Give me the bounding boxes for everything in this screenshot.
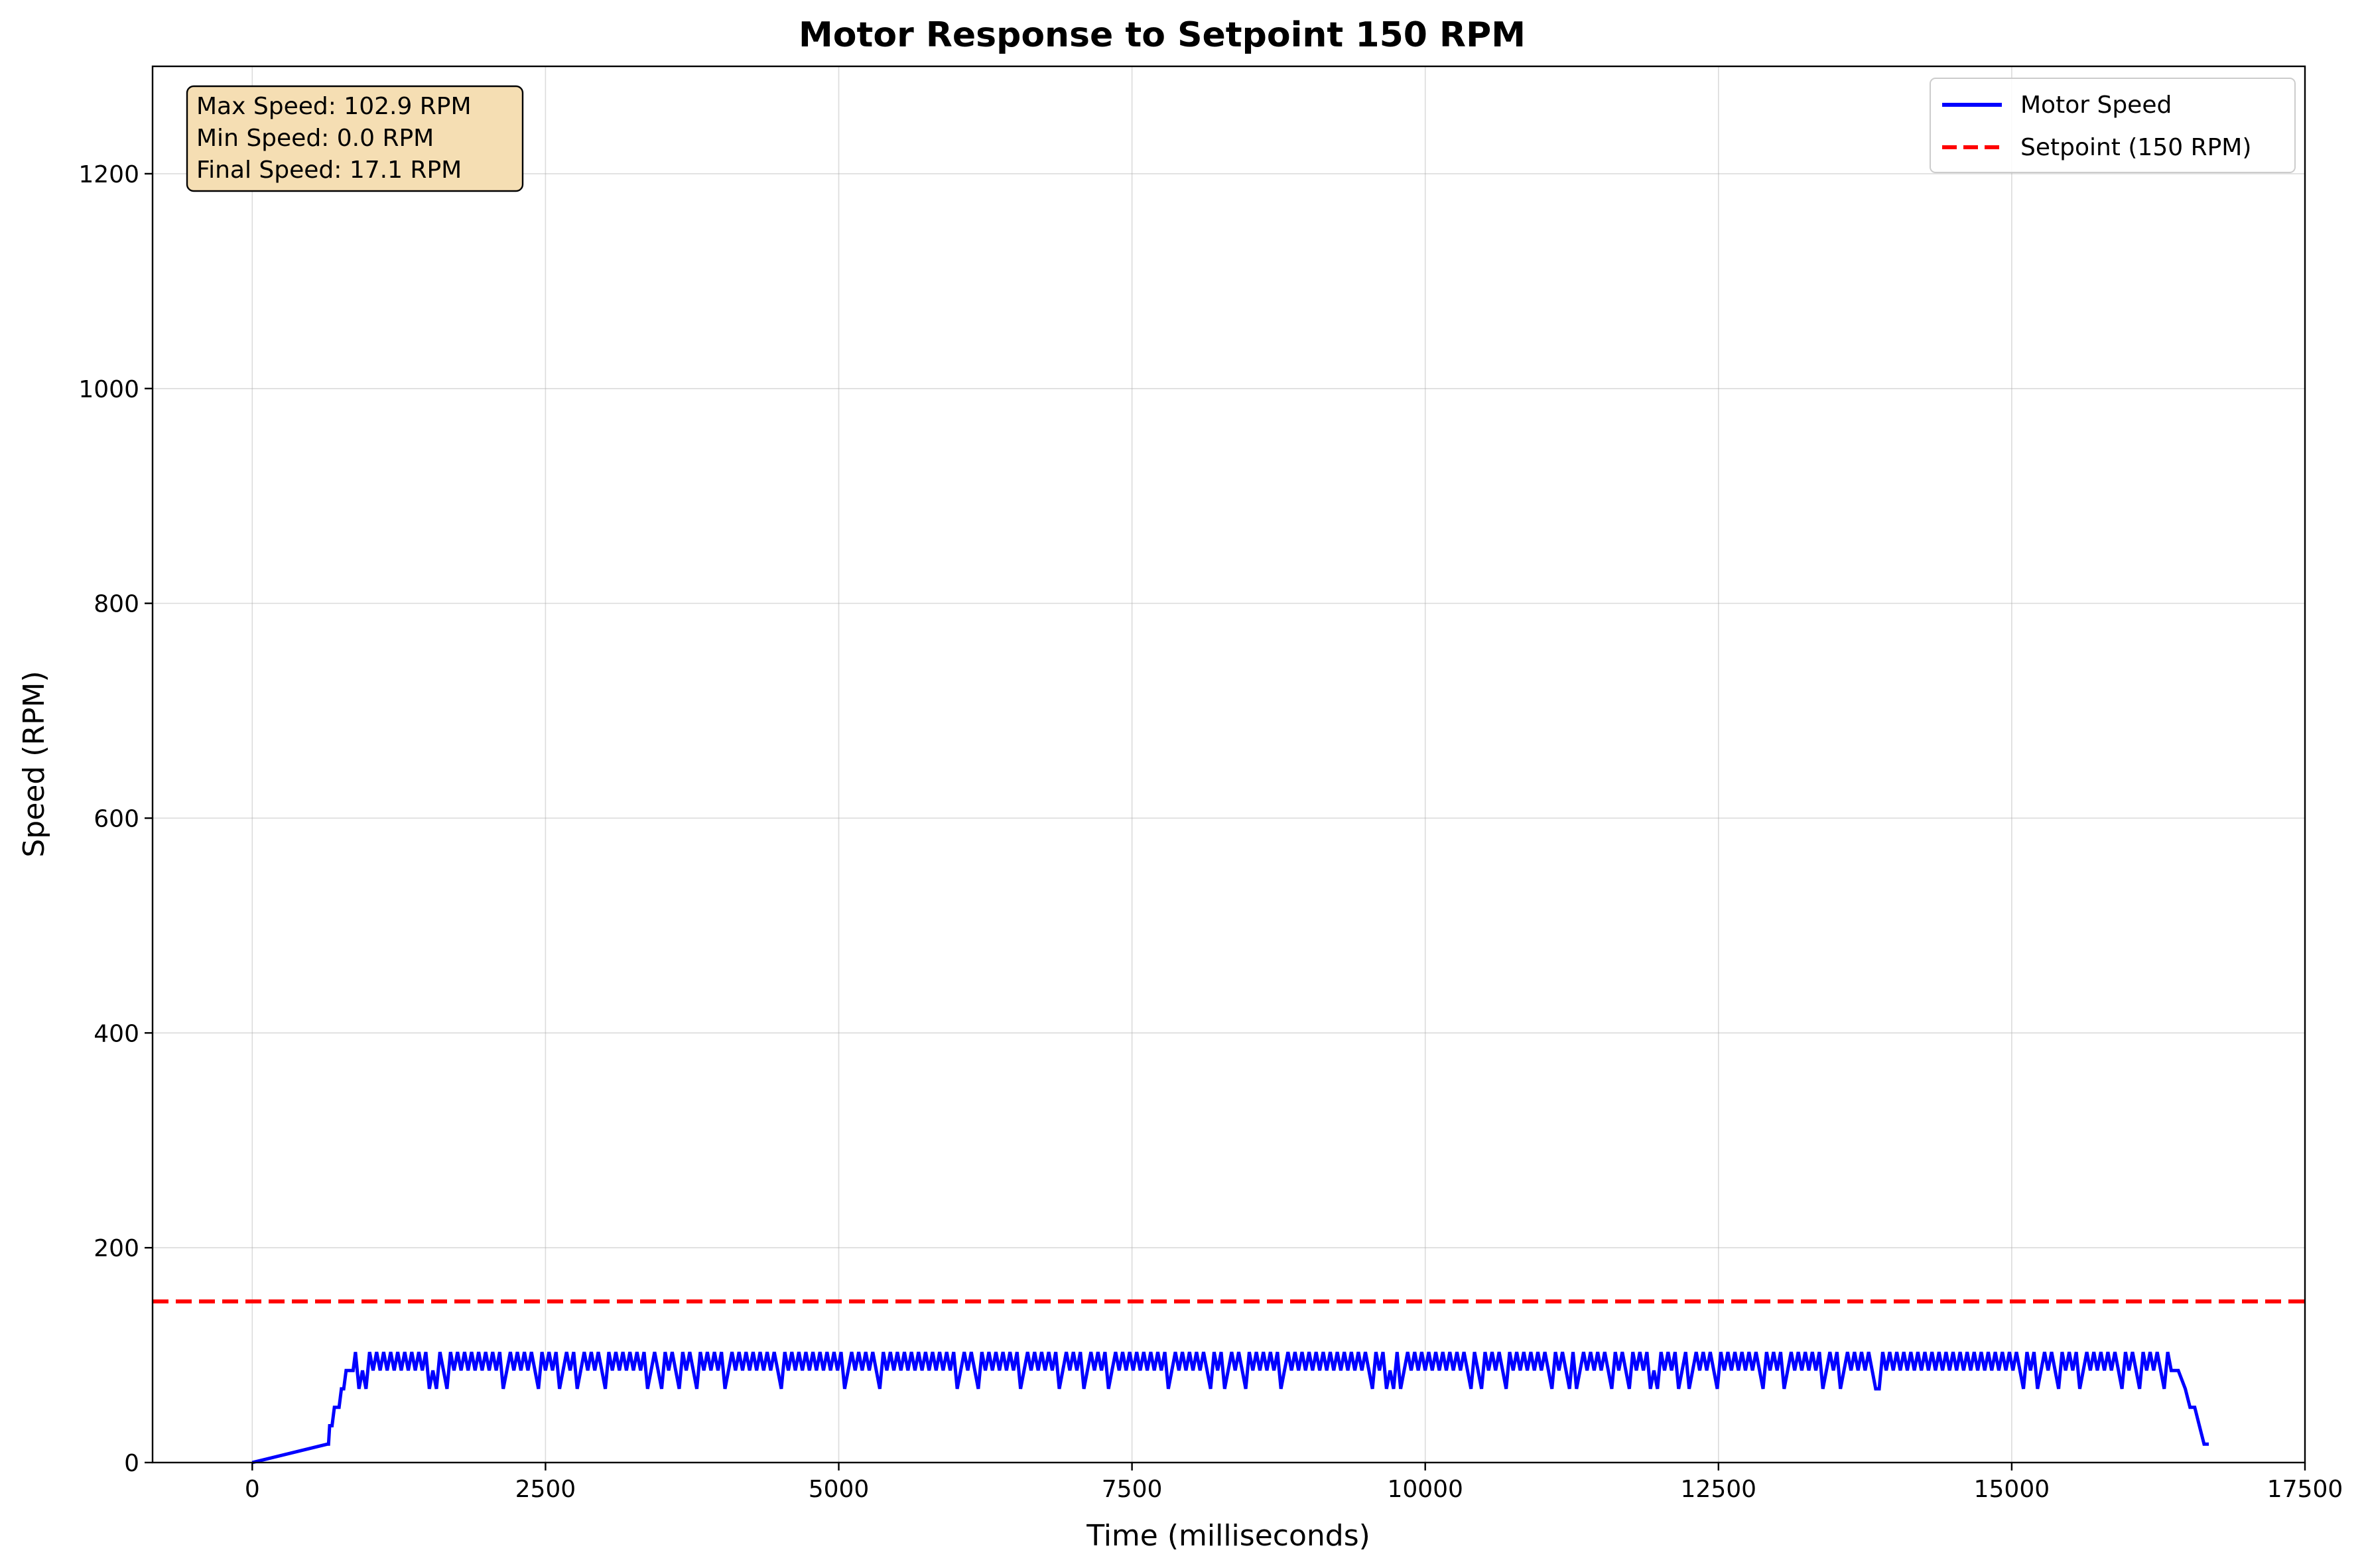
y-tick-label: 0 <box>124 1450 139 1477</box>
x-tick-label: 10000 <box>1387 1476 1463 1503</box>
x-axis-ticks: 0 2500 5000 7500 10000 12500 15000 17500 <box>245 1463 2343 1503</box>
x-tick-label: 7500 <box>1102 1476 1163 1503</box>
stats-box: Max Speed: 102.9 RPM Min Speed: 0.0 RPM … <box>186 85 524 192</box>
x-tick-label: 2500 <box>515 1476 576 1503</box>
x-tick-label: 5000 <box>809 1476 870 1503</box>
stats-min-speed: Min Speed: 0.0 RPM <box>196 125 434 152</box>
y-tick-label: 200 <box>94 1235 139 1262</box>
y-tick-label: 600 <box>94 805 139 832</box>
y-tick-label: 800 <box>94 591 139 618</box>
x-tick-label: 17500 <box>2267 1476 2343 1503</box>
motor-speed-line <box>251 1351 2209 1465</box>
grid <box>153 66 2306 1463</box>
x-tick-label: 12500 <box>1681 1476 1757 1503</box>
legend-label-setpoint: Setpoint (150 RPM) <box>2020 134 2251 161</box>
y-axis-ticks: 0 200 400 600 800 1000 1200 <box>78 161 153 1477</box>
y-tick-label: 1200 <box>78 161 139 188</box>
plot-area-frame <box>151 65 2306 1464</box>
legend-box <box>1930 78 2296 173</box>
legend-label-motor-speed: Motor Speed <box>2020 92 2172 119</box>
stats-max-speed: Max Speed: 102.9 RPM <box>196 93 472 120</box>
y-tick-label: 1000 <box>78 376 139 403</box>
y-axis-title: Speed (RPM) <box>17 671 51 857</box>
x-axis-title: Time (milliseconds) <box>1086 1519 1370 1553</box>
stats-box-background <box>186 85 524 192</box>
legend: Motor Speed Setpoint (150 RPM) <box>1930 78 2296 173</box>
series-layer <box>251 1351 2209 1465</box>
stats-final-speed: Final Speed: 17.1 RPM <box>196 157 462 184</box>
x-tick-label: 0 <box>245 1476 260 1503</box>
x-tick-label: 15000 <box>1974 1476 2050 1503</box>
chart-title: Motor Response to Setpoint 150 RPM <box>799 15 1526 55</box>
y-tick-label: 400 <box>94 1020 139 1047</box>
